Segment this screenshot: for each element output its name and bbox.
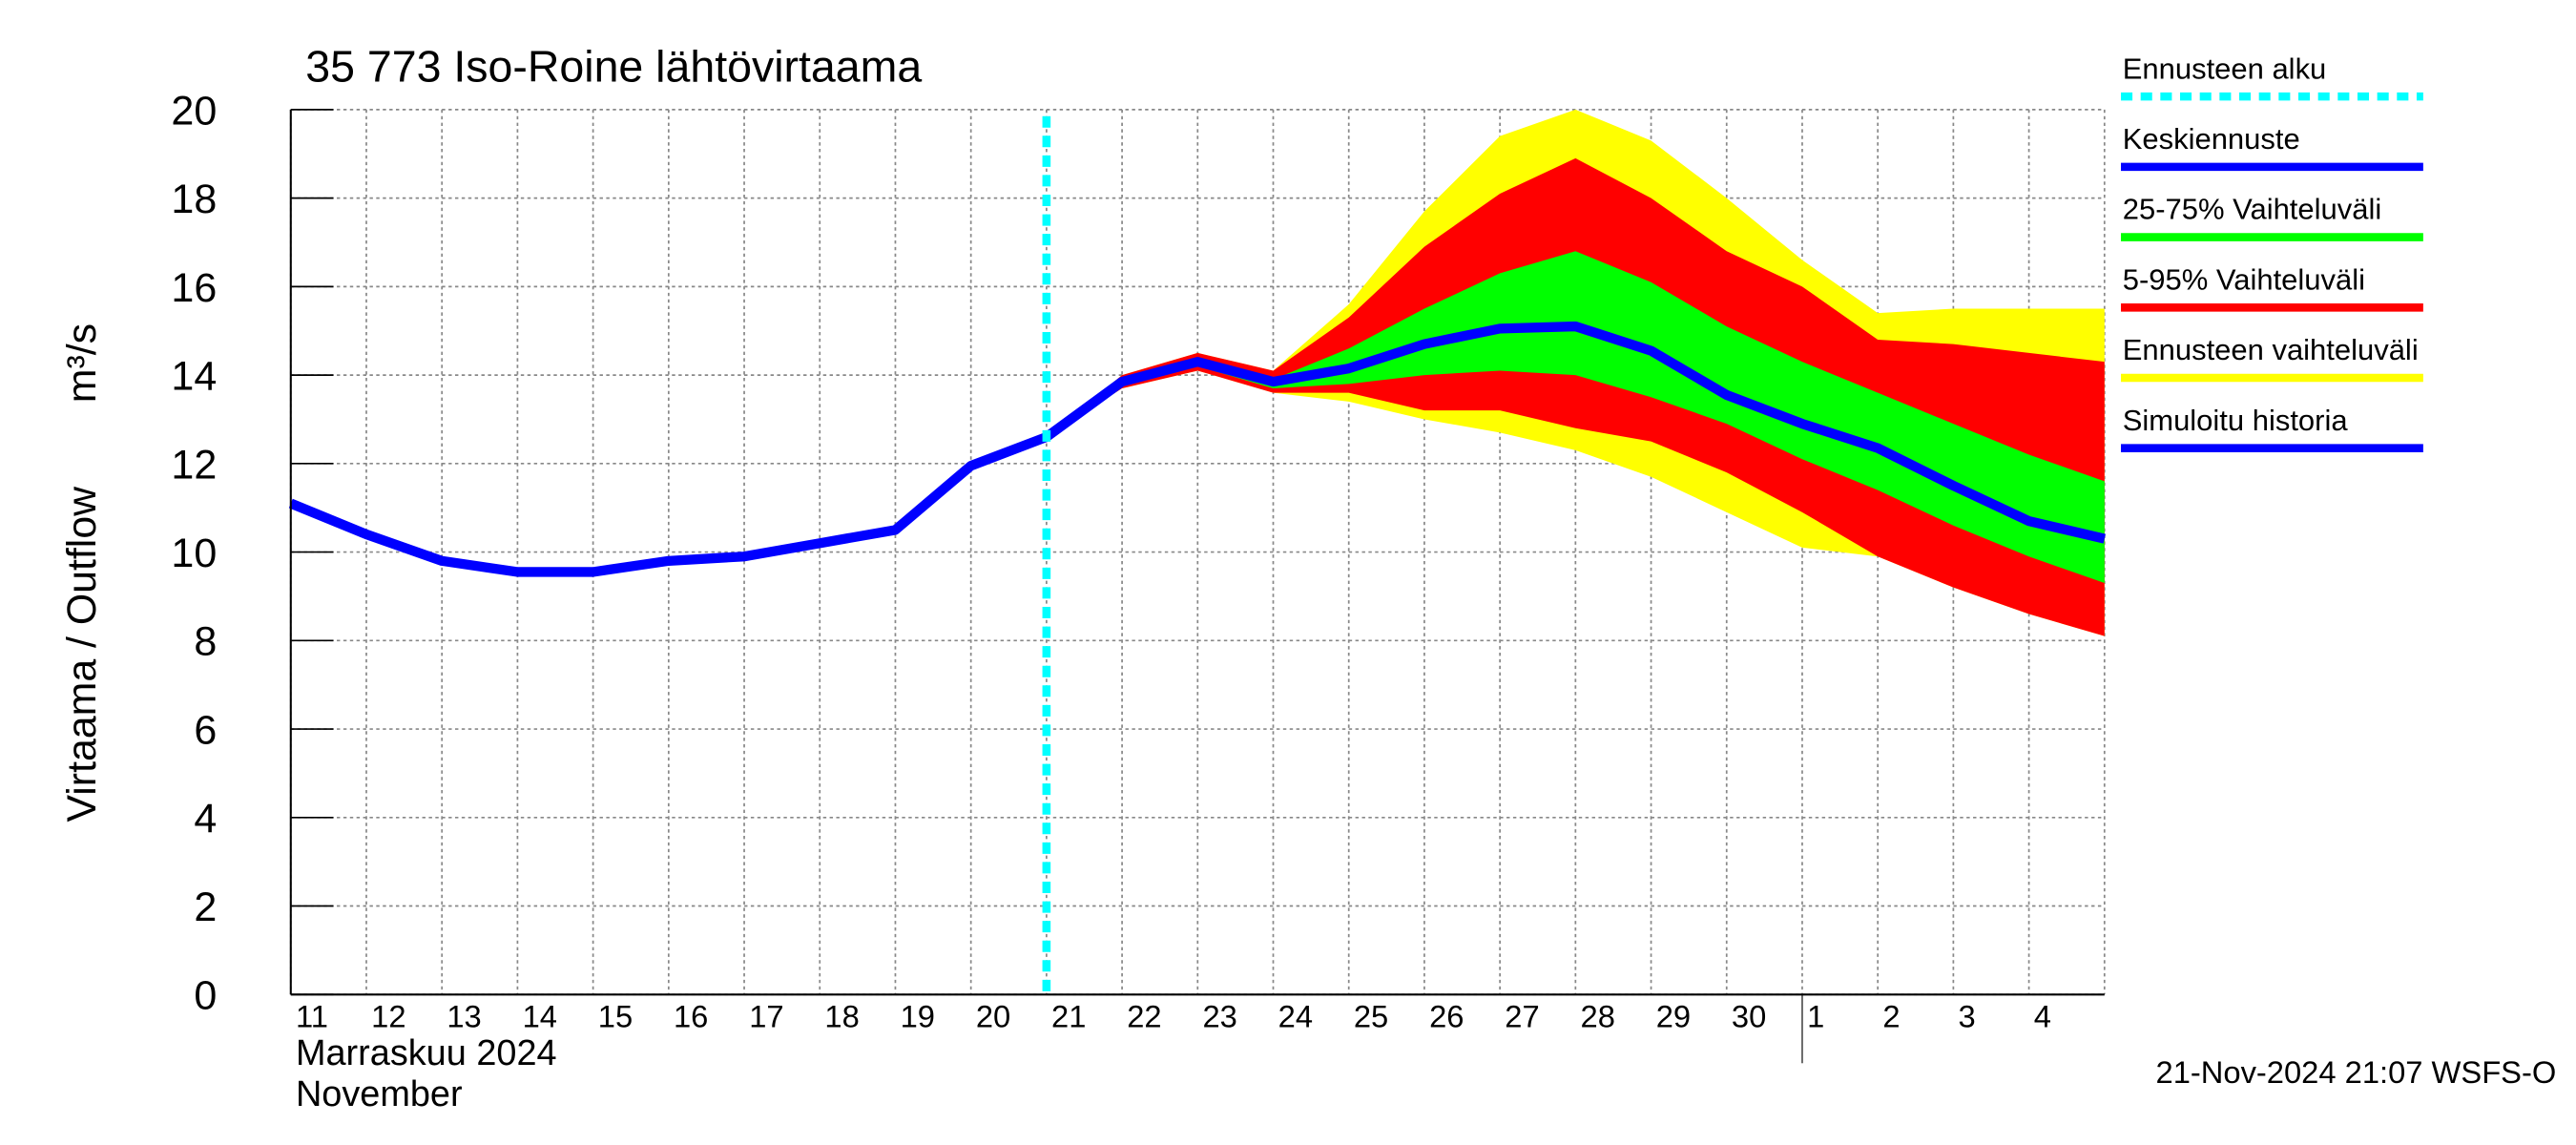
x-tick-label: 28 — [1581, 999, 1615, 1034]
x-tick-label: 11 — [296, 999, 328, 1034]
y-tick-label: 0 — [194, 973, 217, 1019]
x-tick-label: 29 — [1656, 999, 1691, 1034]
x-tick-label: 22 — [1127, 999, 1161, 1034]
x-tick-label: 20 — [976, 999, 1010, 1034]
footer: 21-Nov-2024 21:07 WSFS-O — [2156, 1054, 2557, 1090]
x-tick-label: 12 — [371, 999, 405, 1034]
y-tick-label: 14 — [171, 354, 217, 400]
x-tick-label: 19 — [901, 999, 935, 1034]
y-axis-unit: m³/s — [59, 323, 105, 403]
chart-title: 35 773 Iso-Roine lähtövirtaama — [305, 42, 922, 92]
legend-label: Keskiennuste — [2123, 122, 2300, 156]
y-tick-label: 16 — [171, 265, 217, 311]
x-axis-label: Marraskuu 2024 — [296, 1033, 557, 1073]
x-tick-label: 17 — [749, 999, 783, 1034]
x-tick-label: 25 — [1354, 999, 1388, 1034]
series-line — [288, 432, 1049, 577]
y-tick-label: 6 — [194, 708, 217, 754]
y-tick-label: 2 — [194, 885, 217, 930]
x-tick-label: 16 — [674, 999, 708, 1034]
x-tick-label: 23 — [1202, 999, 1236, 1034]
x-axis-label: November — [296, 1074, 463, 1114]
x-tick-label: 13 — [447, 999, 481, 1034]
x-tick-label: 24 — [1278, 999, 1313, 1034]
y-tick-label: 4 — [194, 796, 217, 842]
x-tick-label: 26 — [1429, 999, 1464, 1034]
legend-label: 25-75% Vaihteluväli — [2123, 193, 2381, 226]
y-tick-label: 8 — [194, 619, 217, 665]
legend-label: Ennusteen alku — [2123, 52, 2327, 85]
series-line — [1043, 321, 2106, 544]
x-tick-label: 1 — [1807, 999, 1824, 1034]
legend-label: 5-95% Vaihteluväli — [2123, 262, 2365, 296]
x-tick-label: 15 — [598, 999, 633, 1034]
x-tick-label: 18 — [824, 999, 859, 1034]
y-tick-label: 20 — [171, 88, 217, 134]
forecast-band — [1046, 157, 2105, 636]
x-tick-label: 14 — [523, 999, 557, 1034]
legend-label: Simuloitu historia — [2123, 404, 2349, 437]
x-tick-label: 30 — [1732, 999, 1766, 1034]
x-tick-label: 2 — [1882, 999, 1900, 1034]
y-tick-label: 12 — [171, 442, 217, 488]
x-tick-label: 21 — [1051, 999, 1086, 1034]
forecast-band — [1046, 251, 2105, 584]
y-axis-label: Virtaama / Outflow — [59, 486, 105, 822]
y-tick-label: 10 — [171, 531, 217, 576]
x-tick-label: 27 — [1505, 999, 1539, 1034]
x-tick-label: 4 — [2034, 999, 2051, 1034]
legend-label: Ennusteen vaihteluväli — [2123, 333, 2419, 366]
x-tick-label: 3 — [1959, 999, 1976, 1034]
y-tick-label: 18 — [171, 177, 217, 222]
